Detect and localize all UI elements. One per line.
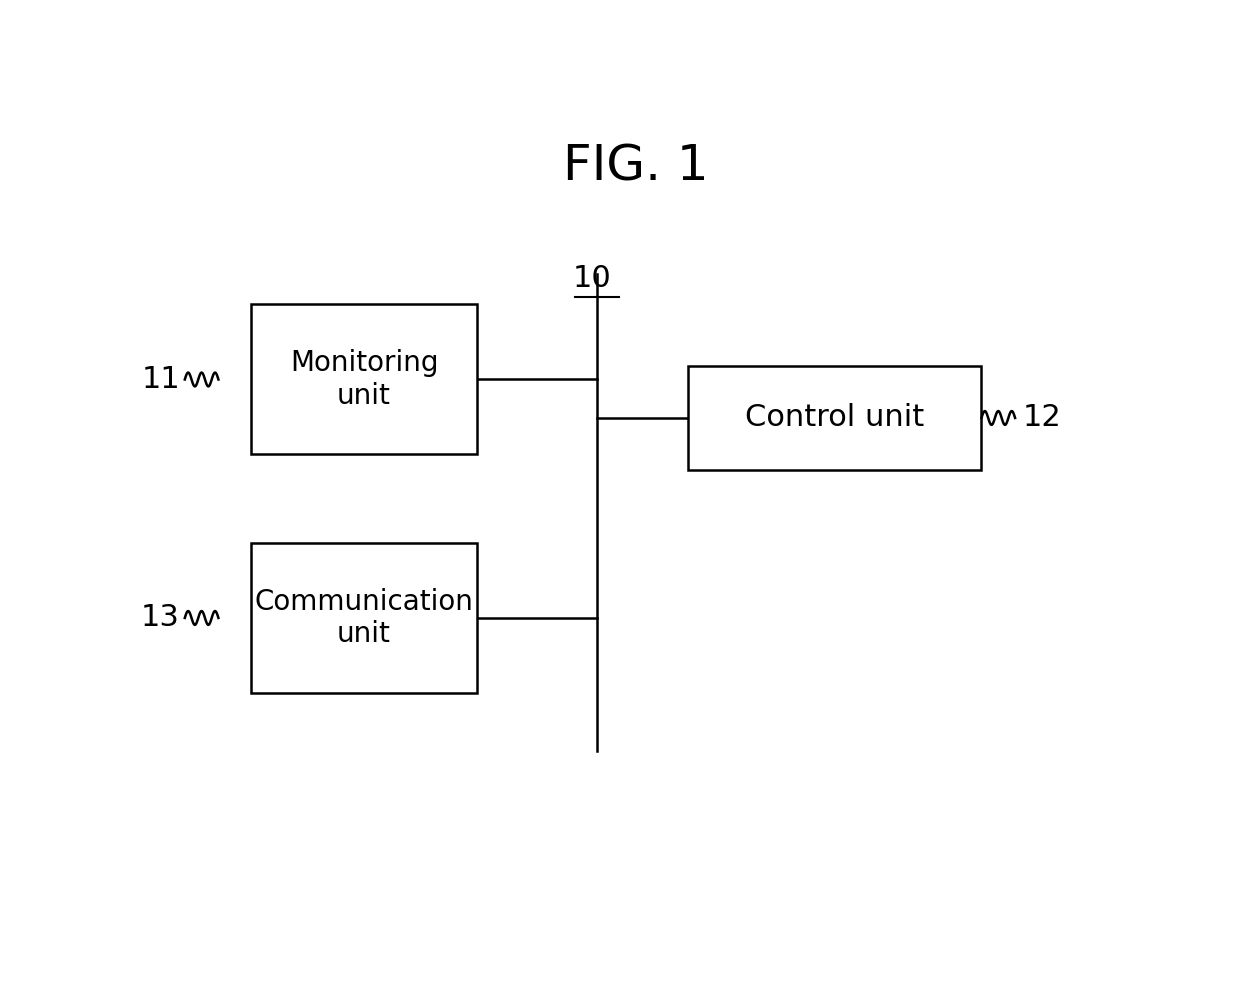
FancyBboxPatch shape [250, 543, 477, 693]
Text: FIG. 1: FIG. 1 [563, 143, 708, 191]
Text: 11: 11 [141, 365, 180, 394]
FancyBboxPatch shape [250, 305, 477, 455]
FancyBboxPatch shape [688, 366, 982, 470]
Text: Monitoring
unit: Monitoring unit [290, 350, 438, 410]
Text: Communication
unit: Communication unit [254, 587, 474, 648]
Text: 12: 12 [1023, 404, 1061, 433]
Text: Control unit: Control unit [745, 404, 925, 433]
Text: 13: 13 [141, 603, 180, 632]
Text: 10: 10 [573, 264, 611, 293]
